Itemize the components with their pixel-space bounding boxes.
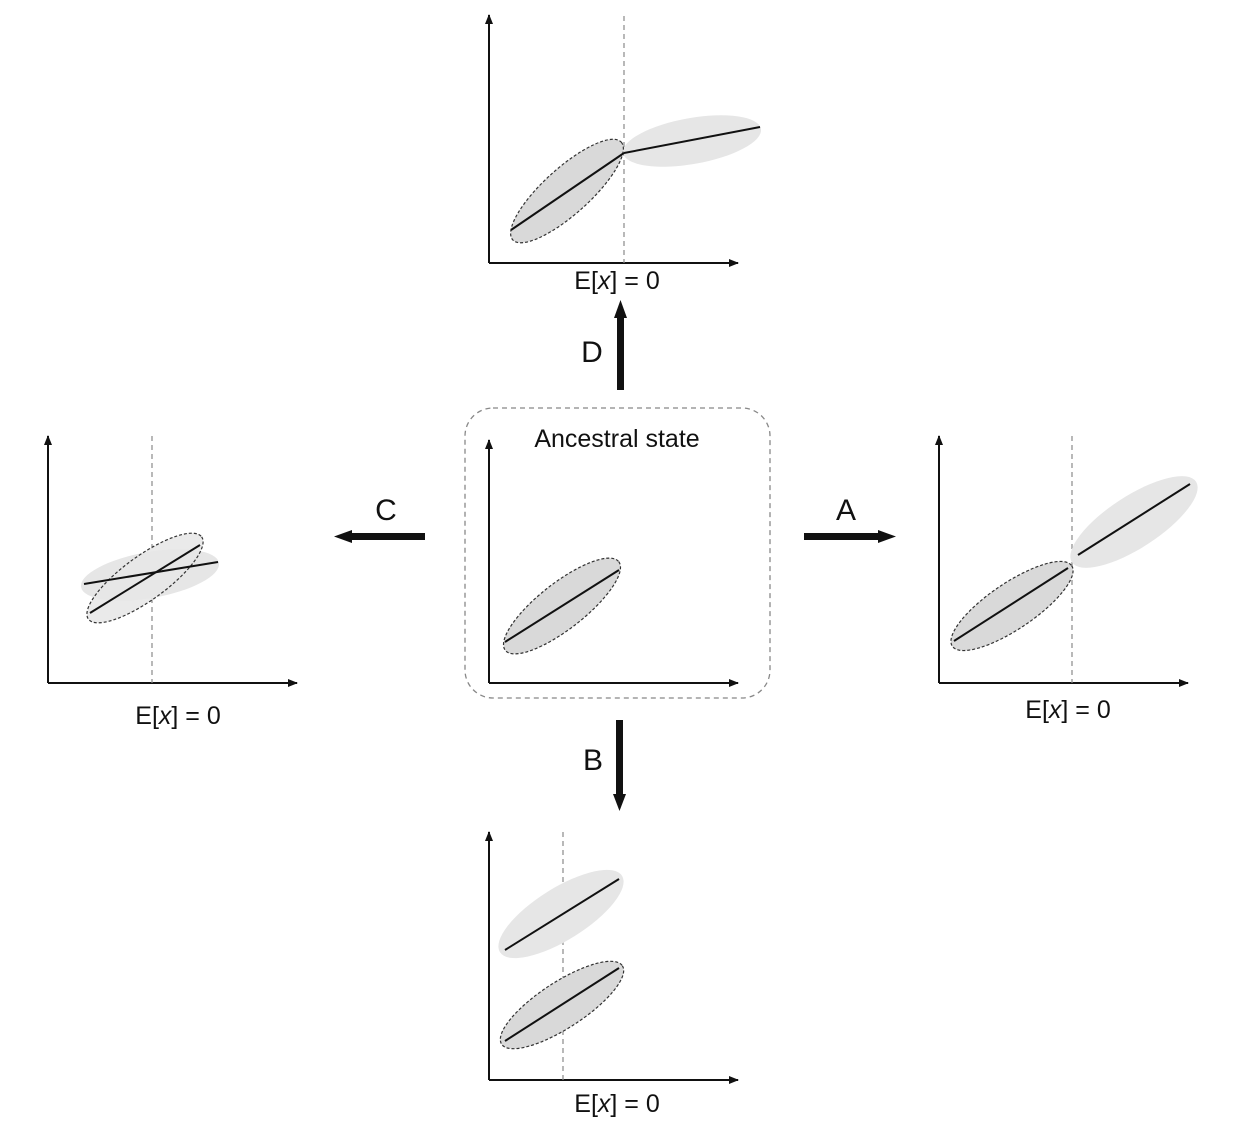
panel-b: E[x] = 0 [485,831,739,1118]
arrow-b-label: B [583,744,603,777]
panel-a-ancestral-slope [953,567,1069,642]
arrow-c-label: C [375,494,397,527]
panel-c-derived-slope [83,561,219,585]
panel-d-x-label: E[x] = 0 [574,267,659,295]
arrow-b: B [583,720,626,811]
ancestral-frame [464,407,771,699]
arrow-a: A [804,494,896,543]
panel-d-ancestral-slope [510,152,625,231]
ancestral-slope [504,569,620,643]
panel-a-derived-slope [1077,483,1191,556]
panel-c-x-label: E[x] = 0 [135,702,220,730]
panel-d: E[x] = 0 [485,14,762,295]
panel-d-derived-slope [623,126,761,154]
panel-b-x-label: E[x] = 0 [574,1090,659,1118]
arrow-d: D [581,300,627,390]
ancestral-title: Ancestral state [534,425,699,453]
arrow-c: C [334,494,425,543]
panel-b-ancestral-slope [504,967,620,1042]
panel-c: E[x] = 0 [44,435,298,730]
panel-ancestral: Ancestral state [464,407,771,699]
panel-c-ancestral-slope [89,544,201,614]
panel-a: E[x] = 0 [935,435,1198,724]
panel-a-derived-ellipse [1070,476,1198,568]
arrow-d-label: D [581,336,603,369]
panel-a-ancestral-ellipse [950,560,1074,652]
panel-a-x-label: E[x] = 0 [1025,696,1110,724]
arrow-a-label: A [836,494,856,527]
panel-b-derived-slope [504,878,620,951]
